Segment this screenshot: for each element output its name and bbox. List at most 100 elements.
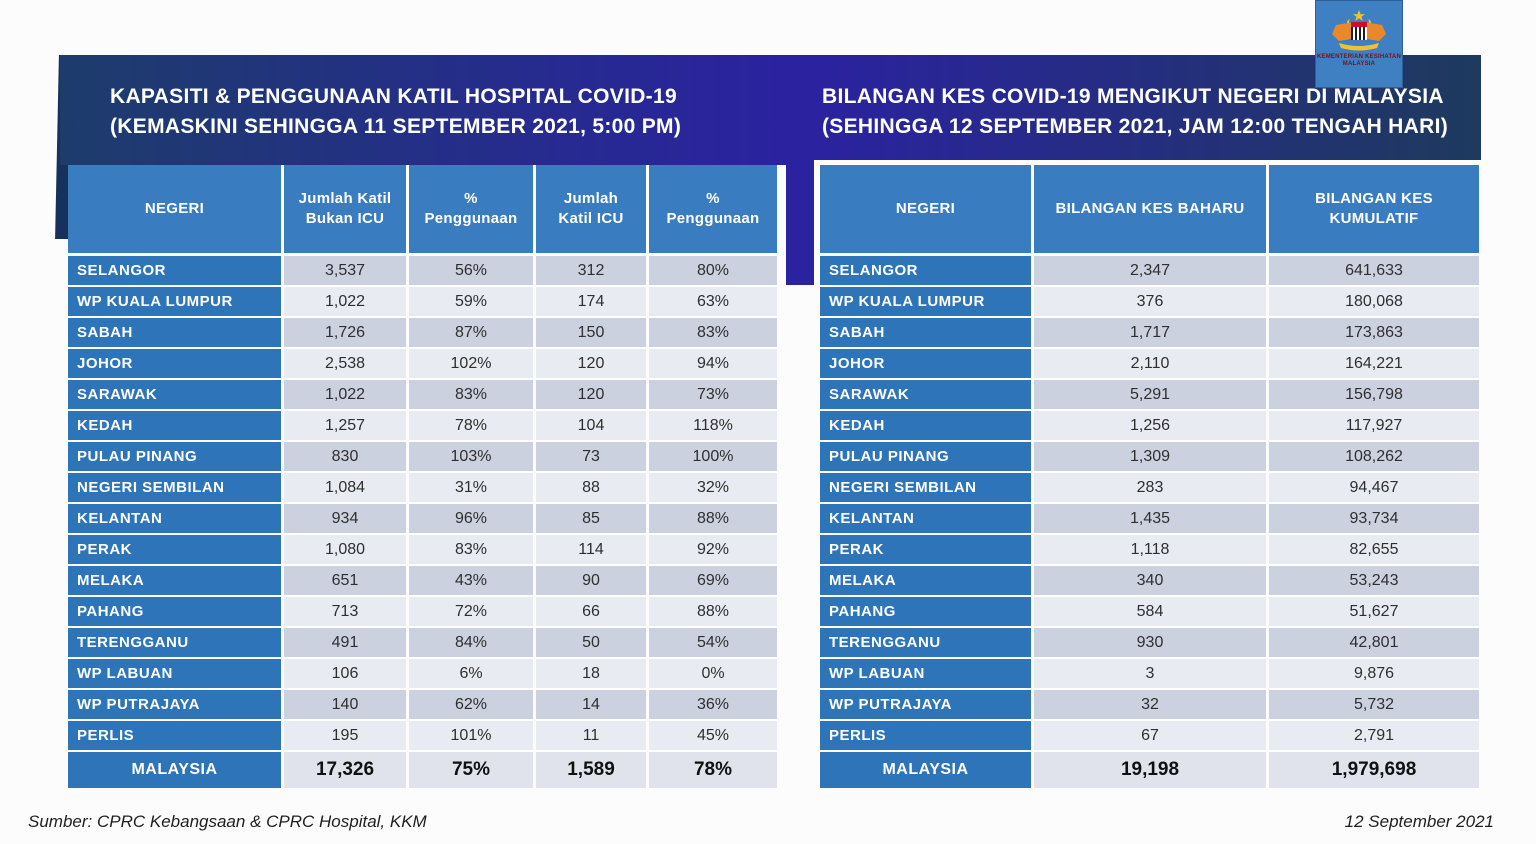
value-cell: 73	[536, 442, 646, 473]
moh-malaysia-logo: KEMENTERIAN KESIHATAN MALAYSIA	[1315, 0, 1403, 88]
value-cell: 584	[1034, 597, 1266, 628]
state-cell: SABAH	[68, 318, 281, 349]
value-cell: 9,876	[1269, 659, 1479, 690]
value-cell: 88%	[649, 597, 777, 628]
left-title-line2: (KEMASKINI SEHINGGA 11 SEPTEMBER 2021, 5…	[110, 115, 682, 138]
value-cell: 2,791	[1269, 721, 1479, 752]
value-cell: 80%	[649, 256, 777, 287]
value-cell: 73%	[649, 380, 777, 411]
state-cell: WP KUALA LUMPUR	[68, 287, 281, 318]
state-cell: JOHOR	[68, 349, 281, 380]
value-cell: 63%	[649, 287, 777, 318]
right-table-title: BILANGAN KES COVID-19 MENGIKUT NEGERI DI…	[822, 82, 1448, 142]
value-cell: 82,655	[1269, 535, 1479, 566]
value-cell: 88%	[649, 504, 777, 535]
value-cell: 92%	[649, 535, 777, 566]
logo-text-line1: KEMENTERIAN KESIHATAN	[1317, 54, 1401, 60]
hospital-bed-capacity-table: NEGERI Jumlah Katil Bukan ICU % Pengguna…	[68, 165, 777, 788]
value-cell: 180,068	[1269, 287, 1479, 318]
value-cell: 1,118	[1034, 535, 1266, 566]
total-value-cell: 1,589	[536, 752, 646, 788]
value-cell: 106	[284, 659, 406, 690]
value-cell: 11	[536, 721, 646, 752]
value-cell: 94,467	[1269, 473, 1479, 504]
value-cell: 31%	[409, 473, 533, 504]
column-header-penggunaan-icu: % Penggunaan	[649, 165, 777, 256]
value-cell: 32%	[649, 473, 777, 504]
value-cell: 934	[284, 504, 406, 535]
value-cell: 94%	[649, 349, 777, 380]
state-cell: KEDAH	[820, 411, 1031, 442]
total-value-cell: 75%	[409, 752, 533, 788]
malaysia-coat-of-arms-icon	[1332, 10, 1386, 51]
column-header-kes-kumulatif: BILANGAN KES KUMULATIF	[1269, 165, 1479, 256]
source-note: Sumber: CPRC Kebangsaan & CPRC Hospital,…	[28, 812, 427, 831]
value-cell: 1,309	[1034, 442, 1266, 473]
total-row-label: MALAYSIA	[820, 752, 1031, 788]
value-cell: 1,022	[284, 287, 406, 318]
value-cell: 641,633	[1269, 256, 1479, 287]
column-header-katil-icu: Jumlah Katil ICU	[536, 165, 646, 256]
state-cell: PERLIS	[820, 721, 1031, 752]
value-cell: 120	[536, 349, 646, 380]
value-cell: 69%	[649, 566, 777, 597]
value-cell: 93,734	[1269, 504, 1479, 535]
value-cell: 53,243	[1269, 566, 1479, 597]
value-cell: 50	[536, 628, 646, 659]
value-cell: 84%	[409, 628, 533, 659]
value-cell: 3,537	[284, 256, 406, 287]
left-table-title: KAPASITI & PENGGUNAAN KATIL HOSPITAL COV…	[110, 82, 681, 142]
total-row-label: MALAYSIA	[68, 752, 281, 788]
value-cell: 340	[1034, 566, 1266, 597]
covid-cases-by-state-table: NEGERI BILANGAN KES BAHARU BILANGAN KES …	[820, 165, 1479, 788]
total-value-cell: 19,198	[1034, 752, 1266, 788]
value-cell: 830	[284, 442, 406, 473]
value-cell: 118%	[649, 411, 777, 442]
value-cell: 56%	[409, 256, 533, 287]
value-cell: 42,801	[1269, 628, 1479, 659]
value-cell: 85	[536, 504, 646, 535]
column-header-katil-bukan-icu: Jumlah Katil Bukan ICU	[284, 165, 406, 256]
value-cell: 1,717	[1034, 318, 1266, 349]
value-cell: 83%	[409, 380, 533, 411]
state-cell: PULAU PINANG	[68, 442, 281, 473]
logo-text: KEMENTERIAN KESIHATAN MALAYSIA	[1317, 54, 1401, 68]
state-cell: SELANGOR	[68, 256, 281, 287]
banner-middle-strip	[786, 55, 814, 285]
value-cell: 140	[284, 690, 406, 721]
value-cell: 87%	[409, 318, 533, 349]
state-cell: JOHOR	[820, 349, 1031, 380]
state-cell: PERLIS	[68, 721, 281, 752]
column-header-kes-baharu: BILANGAN KES BAHARU	[1034, 165, 1266, 256]
state-cell: WP LABUAN	[820, 659, 1031, 690]
state-cell: KELANTAN	[820, 504, 1031, 535]
value-cell: 72%	[409, 597, 533, 628]
state-cell: SELANGOR	[820, 256, 1031, 287]
value-cell: 103%	[409, 442, 533, 473]
value-cell: 43%	[409, 566, 533, 597]
value-cell: 62%	[409, 690, 533, 721]
value-cell: 2,110	[1034, 349, 1266, 380]
state-cell: MELAKA	[820, 566, 1031, 597]
total-value-cell: 1,979,698	[1269, 752, 1479, 788]
value-cell: 2,538	[284, 349, 406, 380]
state-cell: PERAK	[68, 535, 281, 566]
value-cell: 66	[536, 597, 646, 628]
state-cell: NEGERI SEMBILAN	[820, 473, 1031, 504]
value-cell: 174	[536, 287, 646, 318]
value-cell: 930	[1034, 628, 1266, 659]
value-cell: 67	[1034, 721, 1266, 752]
state-cell: WP PUTRAJAYA	[820, 690, 1031, 721]
state-cell: PERAK	[820, 535, 1031, 566]
state-cell: WP KUALA LUMPUR	[820, 287, 1031, 318]
value-cell: 104	[536, 411, 646, 442]
value-cell: 1,435	[1034, 504, 1266, 535]
value-cell: 96%	[409, 504, 533, 535]
value-cell: 156,798	[1269, 380, 1479, 411]
column-header-penggunaan-bukan-icu: % Penggunaan	[409, 165, 533, 256]
value-cell: 5,732	[1269, 690, 1479, 721]
logo-text-line2: MALAYSIA	[1342, 61, 1376, 67]
total-value-cell: 78%	[649, 752, 777, 788]
value-cell: 1,084	[284, 473, 406, 504]
state-cell: WP LABUAN	[68, 659, 281, 690]
